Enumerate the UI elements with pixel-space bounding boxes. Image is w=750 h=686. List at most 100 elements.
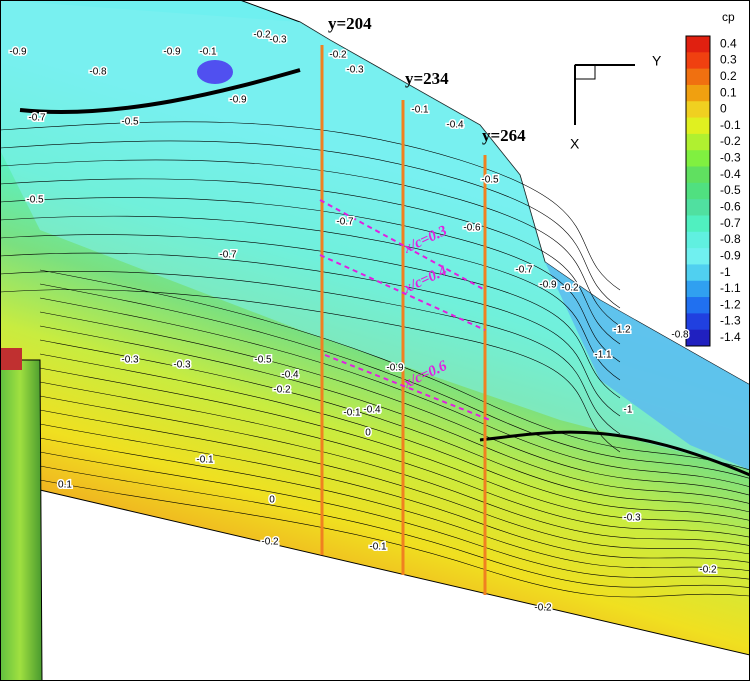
station-label: y=264	[482, 126, 526, 145]
contour-line	[39, 479, 750, 598]
colorbar-swatch	[686, 182, 710, 200]
contour-label: -0.8	[671, 330, 689, 341]
colorbar-swatch	[686, 36, 710, 53]
contour-line	[0, 121, 621, 291]
colorbar-tick-label: -1.4	[720, 330, 741, 344]
colorbar-swatch	[686, 248, 710, 265]
colorbar-swatch	[686, 101, 710, 119]
contour-label: -0.6	[463, 223, 481, 234]
colorbar-tick-label: -0.6	[720, 199, 741, 213]
contour-label: -0.3	[121, 355, 139, 366]
colorbar-swatch	[686, 199, 710, 216]
colorbar-tick-label: -0.7	[720, 216, 741, 230]
colorbar-swatch	[686, 133, 710, 151]
contour-line	[39, 381, 750, 538]
contour-line	[39, 367, 750, 530]
colorbar-frame	[685, 35, 711, 347]
colorbar-swatch	[686, 166, 710, 184]
contour-label: -0.2	[273, 385, 291, 396]
contour-label: -0.4	[363, 405, 381, 416]
contour-label: -0.5	[481, 175, 499, 186]
contour-label: -0.1	[411, 105, 429, 116]
colorbar-swatch	[686, 215, 710, 233]
colorbar-title: cp	[722, 10, 735, 24]
contour-line	[0, 197, 621, 363]
colorbar-tick-label: 0	[720, 102, 727, 116]
colorbar-swatch	[686, 297, 710, 314]
contour-line	[0, 178, 621, 345]
colorbar-swatch	[686, 264, 710, 282]
contour-label: -0.1	[343, 408, 361, 419]
contour-label: -0.8	[89, 67, 107, 78]
colorbar-tick-label: -0.3	[720, 151, 741, 165]
axis-label: Y	[652, 53, 662, 69]
contour-label: -0.2	[561, 283, 579, 294]
contour-line	[39, 451, 750, 580]
contour-label: -0.9	[163, 47, 181, 58]
contour-label: -0.2	[534, 603, 552, 614]
colorbar-tick-label: -0.4	[720, 167, 741, 181]
contour-label: -0.9	[386, 363, 404, 374]
colorbar-tick-label: -1.1	[720, 281, 741, 295]
colorbar-tick-label: -1.3	[720, 314, 741, 328]
contour-label: -0.1	[196, 455, 214, 466]
contour-label: -0.7	[515, 265, 533, 276]
contour-line	[39, 297, 750, 488]
contour-label: -0.7	[219, 250, 237, 261]
colorbar: 0.4 0.3 0.2 0.1 0 -0.1 -0.2 -0.3 -0.4 -0.5 -0.6 -0.…	[685, 35, 741, 347]
colorbar-swatch	[686, 280, 710, 298]
contour-line	[39, 339, 750, 513]
colorbar-tick-label: -1	[720, 265, 731, 279]
contour-label: -0.3	[623, 513, 641, 524]
colorbar-tick-label: 0.2	[720, 69, 737, 83]
colorbar-tick-label: -0.5	[720, 183, 741, 197]
contour-label: 0	[269, 495, 275, 506]
contour-line	[39, 269, 750, 471]
contour-line	[0, 252, 621, 417]
contour-label: 0	[365, 428, 371, 439]
contour-label: -0.5	[26, 195, 44, 206]
station-label: y=204	[328, 14, 372, 33]
colorbar-tick-label: -0.2	[720, 134, 741, 148]
contour-line	[0, 215, 621, 381]
contour-line	[39, 283, 750, 479]
contour-label: -1.2	[613, 325, 631, 336]
contour-line	[0, 271, 621, 435]
contour-label: -0.4	[446, 120, 464, 131]
station-label: y=234	[405, 69, 449, 88]
colorbar-swatch	[686, 329, 710, 347]
contour-line	[39, 325, 750, 504]
colorbar-swatch	[686, 313, 710, 331]
colorbar-tick-label: -0.9	[720, 248, 741, 262]
colorbar-swatch	[686, 150, 710, 168]
colorbar-swatch	[686, 117, 710, 135]
contour-label: -1	[624, 405, 633, 416]
contour-lines	[0, 121, 750, 598]
colorbar-swatch	[686, 231, 710, 249]
contour-line	[39, 353, 750, 521]
contour-label: -0.2	[329, 50, 347, 61]
contour-line	[39, 437, 750, 572]
contour-label: -0.3	[269, 35, 287, 46]
contour-line	[39, 311, 750, 496]
contour-label: -0.4	[281, 370, 299, 381]
contour-label: -0.5	[121, 117, 139, 128]
colorbar-tick-label: 0.1	[720, 85, 737, 99]
contour-line	[0, 159, 621, 327]
contour-label: -1.1	[594, 350, 612, 361]
axis-label: X	[570, 136, 580, 152]
colorbar-swatch	[686, 52, 710, 70]
contour-line	[39, 423, 750, 563]
contour-line	[39, 465, 750, 588]
contour-label: -0.5	[254, 355, 272, 366]
contour-label: -0.2	[261, 537, 279, 548]
contour-label: -0.3	[173, 360, 191, 371]
colorbar-swatch	[686, 84, 710, 102]
contour-label: -0.9	[229, 95, 247, 106]
colorbar-tick-label: -1.2	[720, 297, 741, 311]
contour-label: -0.3	[346, 65, 364, 76]
colorbar-tick-label: -0.1	[720, 118, 741, 132]
contour-line	[0, 140, 621, 309]
